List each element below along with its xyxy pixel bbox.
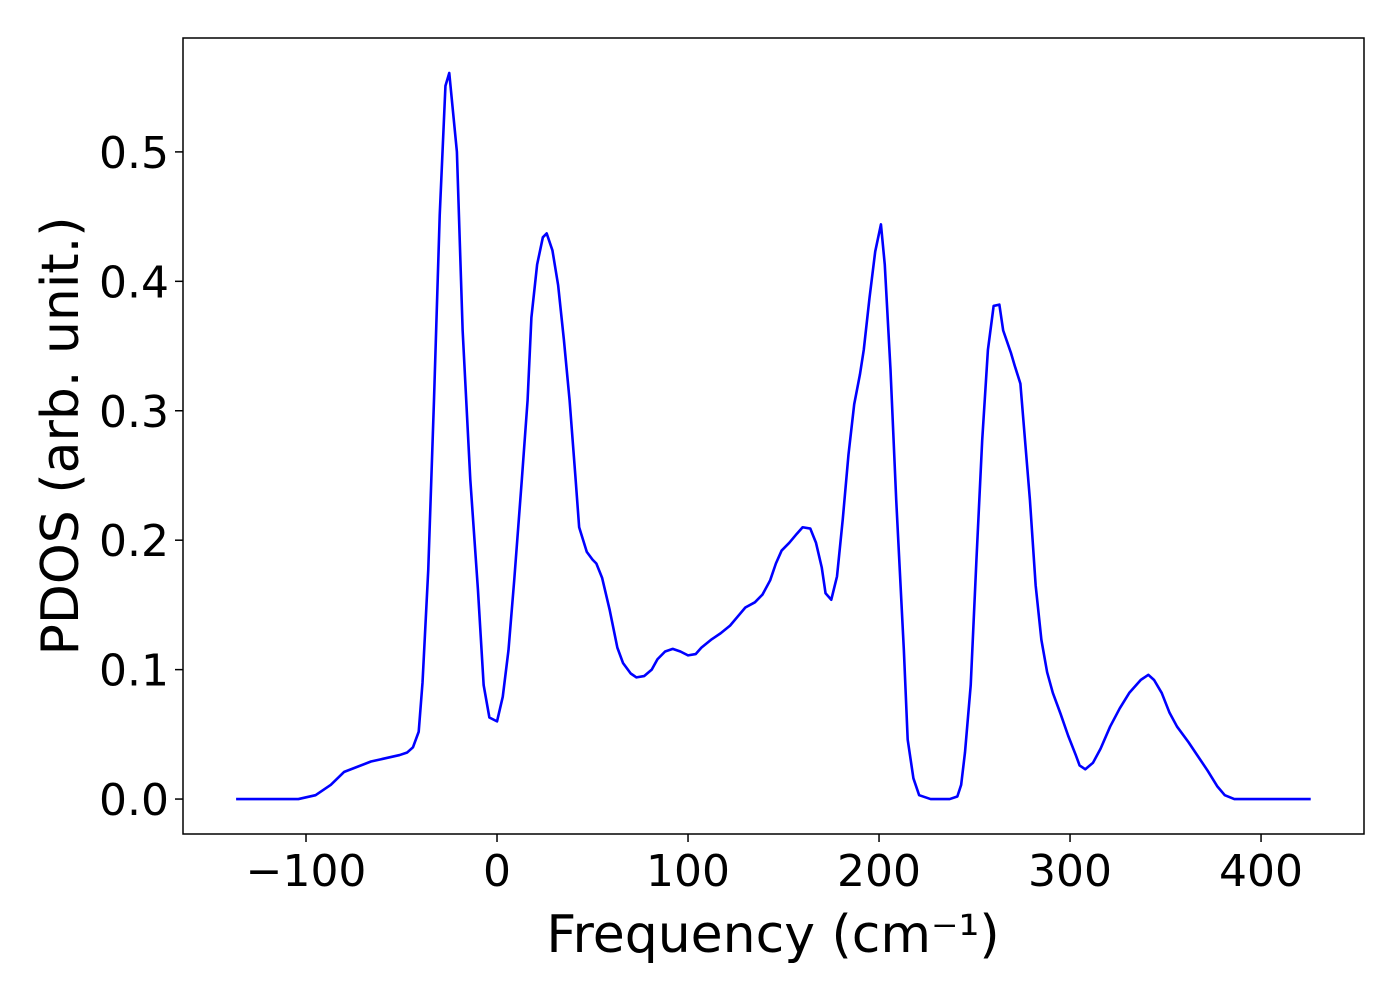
x-axis-label: Frequency (cm⁻¹) bbox=[546, 905, 999, 965]
x-tick-label: 100 bbox=[646, 846, 730, 897]
y-tick-label: 0.3 bbox=[99, 387, 169, 438]
x-tick-label: 200 bbox=[837, 846, 921, 897]
x-tick-label: 300 bbox=[1028, 846, 1112, 897]
y-tick-label: 0.4 bbox=[99, 257, 169, 308]
plot-frame bbox=[182, 37, 1365, 835]
pdos-line bbox=[236, 71, 1311, 801]
y-tick-label: 0.2 bbox=[99, 516, 169, 567]
y-tick-label: 0.5 bbox=[99, 128, 169, 179]
y-tick-label: 0.0 bbox=[99, 775, 169, 826]
x-tick-label: −100 bbox=[246, 846, 367, 897]
x-tick-label: 400 bbox=[1219, 846, 1303, 897]
y-axis-label: PDOS (arb. unit.) bbox=[31, 216, 91, 655]
x-tick-label: 0 bbox=[483, 846, 511, 897]
y-tick-label: 0.1 bbox=[99, 646, 169, 697]
